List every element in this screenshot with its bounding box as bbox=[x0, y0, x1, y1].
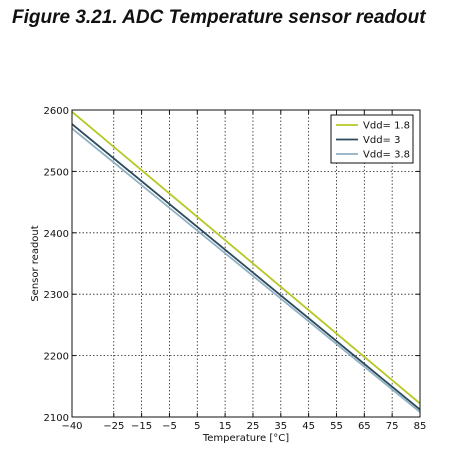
y-tick-label-2: 2300 bbox=[44, 290, 69, 301]
y-tick-label-4: 2500 bbox=[44, 167, 69, 178]
x-tick-label-5: 15 bbox=[219, 421, 232, 432]
y-tick-label-1: 2200 bbox=[44, 352, 69, 363]
series-line-0 bbox=[71, 111, 421, 405]
x-tick-label-10: 65 bbox=[358, 421, 371, 432]
y-axis-label: Sensor readout bbox=[30, 225, 41, 301]
y-tick-label-3: 2400 bbox=[44, 229, 69, 240]
x-tick-label-8: 45 bbox=[302, 421, 315, 432]
y-tick-label-5: 2600 bbox=[44, 106, 69, 117]
x-tick-label-2: −15 bbox=[131, 421, 152, 432]
x-tick-label-9: 55 bbox=[330, 421, 343, 432]
axis-ticks: −40 −25 −15 −5 5 15 25 35 45 55 65 75 85 2100 2200 2300… bbox=[44, 106, 427, 432]
legend-label-0: Vdd= 1.8 bbox=[363, 121, 410, 132]
figure-title: Figure 3.21. ADC Temperature sensor read… bbox=[12, 7, 426, 28]
x-tick-label-0: −40 bbox=[61, 421, 82, 432]
series-line-2 bbox=[71, 127, 421, 413]
x-tick-label-7: 35 bbox=[274, 421, 287, 432]
grid-lines bbox=[72, 110, 420, 417]
x-tick-label-12: 85 bbox=[414, 421, 427, 432]
legend-label-2: Vdd= 3.8 bbox=[363, 150, 410, 161]
x-tick-label-1: −25 bbox=[103, 421, 124, 432]
x-tick-label-6: 25 bbox=[247, 421, 260, 432]
x-tick-label-3: −5 bbox=[162, 421, 177, 432]
x-axis-label: Temperature [°C] bbox=[202, 433, 289, 444]
plot-frame bbox=[71, 109, 421, 418]
x-tick-label-11: 75 bbox=[386, 421, 399, 432]
x-tick-label-4: 5 bbox=[194, 421, 200, 432]
y-tick-label-0: 2100 bbox=[44, 413, 69, 424]
legend: Vdd= 1.8 Vdd= 3 Vdd= 3.8 bbox=[330, 114, 414, 164]
series-line-1 bbox=[71, 123, 421, 411]
series-lines bbox=[71, 111, 421, 413]
legend-label-1: Vdd= 3 bbox=[363, 135, 400, 146]
